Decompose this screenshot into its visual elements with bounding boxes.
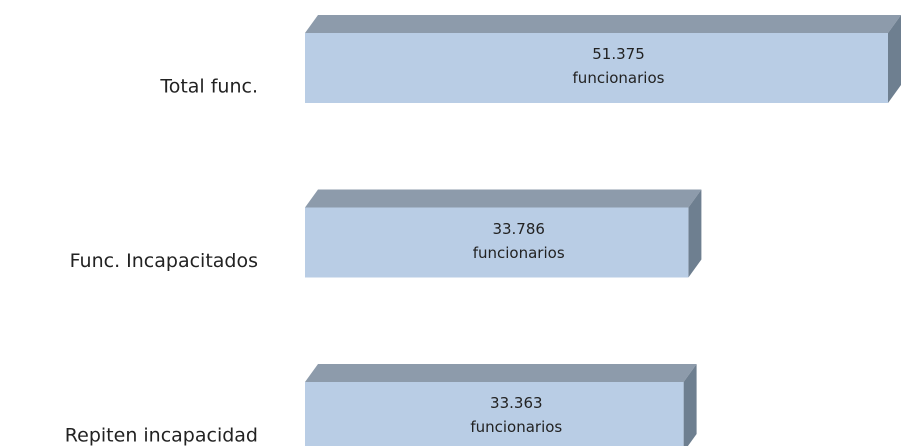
bar-side — [683, 364, 697, 446]
value-label: 33.363 funcionarios — [470, 394, 563, 436]
bar-side — [888, 15, 901, 103]
bar-top — [305, 364, 697, 382]
bar — [305, 382, 684, 446]
bar — [305, 33, 888, 103]
value-label: 33.786 funcionarios — [472, 219, 565, 262]
bar-side — [688, 189, 702, 278]
category-label: Repiten incapacidad — [65, 425, 258, 446]
category-label: Total func. — [159, 76, 258, 98]
category-label: Func. Incapacitados — [70, 250, 258, 272]
bar-top — [305, 15, 901, 33]
bar-top — [305, 189, 702, 208]
bar — [305, 207, 689, 278]
value-label: 51.375 funcionarios — [572, 45, 665, 87]
